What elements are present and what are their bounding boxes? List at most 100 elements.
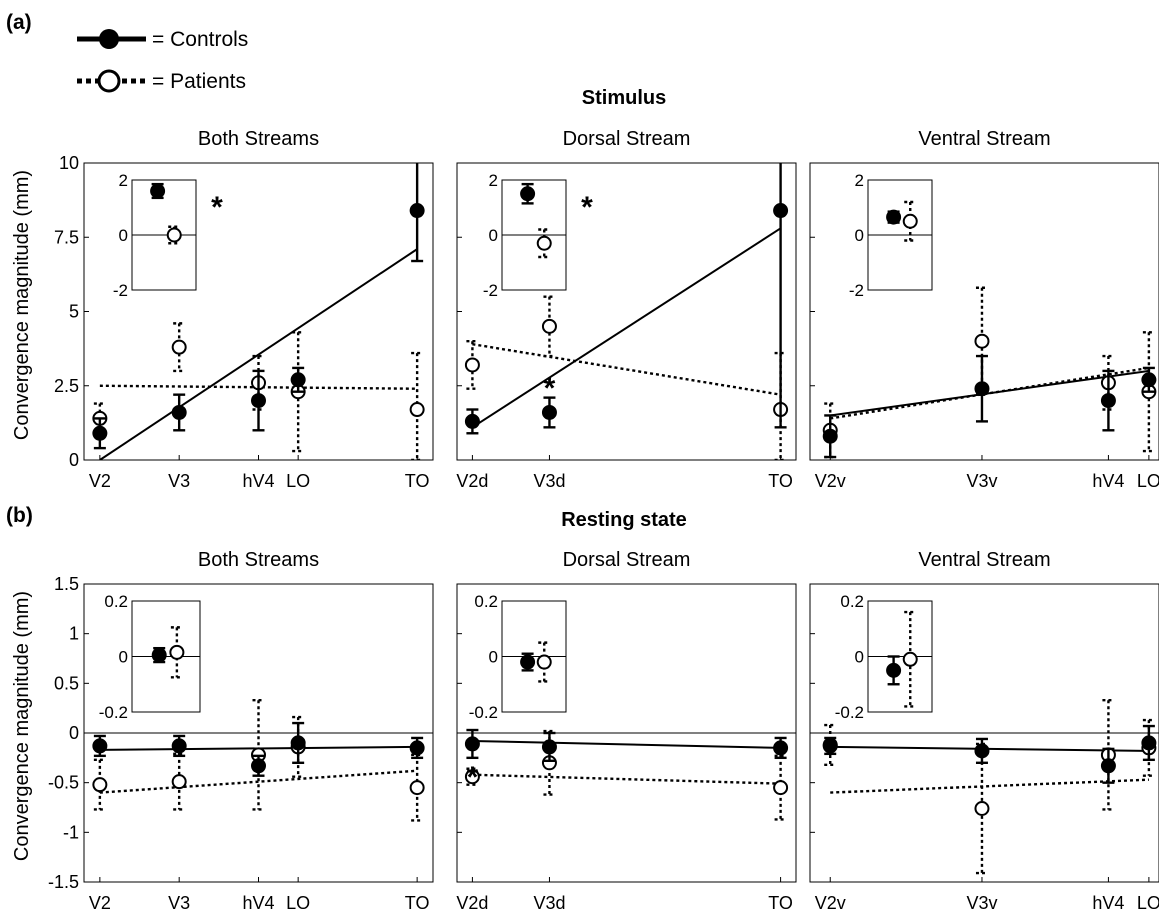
ylabel-b: Convergence magnitude (mm) xyxy=(11,591,33,861)
patients-point-TO xyxy=(409,351,425,460)
inset-a1: -2 0 2 * xyxy=(113,171,223,300)
inset-patients-point xyxy=(902,610,918,708)
y-tick-label: -1 xyxy=(63,822,79,842)
controls-point-LO-point xyxy=(290,735,306,751)
inset-patients-point-point xyxy=(902,213,918,229)
inset-patients-point xyxy=(902,200,918,242)
inset-a3: -2 0 2 xyxy=(849,171,933,300)
controls-fit-line xyxy=(99,248,418,460)
controls-fit-line xyxy=(830,369,1150,417)
controls-fit-line xyxy=(830,745,1149,752)
x-tick-label: V3v xyxy=(966,471,997,491)
controls-point-TO-point xyxy=(773,203,789,219)
patients-point-V3-point xyxy=(171,774,187,790)
panel-title: Both Streams xyxy=(198,549,319,571)
inset-patients-point xyxy=(536,641,552,683)
inset-b2: -0.2 0 0.2 xyxy=(469,592,567,722)
controls-point-hV4 xyxy=(1100,747,1116,784)
patients-point-V2d-point xyxy=(464,769,480,785)
x-tick-label: V3d xyxy=(533,471,565,491)
chart-a1: Both Streams 0 2.5 5 7.5 10 V2 V3 hV4 LO TO -2 0 2 * xyxy=(54,128,434,491)
plot-content xyxy=(92,163,425,460)
inset-y-tick-label: -0.2 xyxy=(99,703,128,722)
x-tick-label: V2d xyxy=(456,893,488,913)
controls-point-V3-point xyxy=(171,404,187,420)
patients-point-TO xyxy=(409,753,425,822)
patients-point-V2d xyxy=(464,340,480,390)
x-tick-label: V3 xyxy=(168,471,190,491)
inset-patients-point-point xyxy=(536,235,552,251)
inset-controls-point xyxy=(886,209,902,225)
controls-fit-line xyxy=(471,227,782,429)
inset-y-tick-label: -2 xyxy=(113,281,128,300)
significance-asterisk: * xyxy=(467,761,479,794)
section-a-title: Stimulus xyxy=(582,87,666,109)
x-tick-label: LO xyxy=(1137,893,1159,913)
plot-content xyxy=(810,699,1159,875)
x-tick-label: V3 xyxy=(168,893,190,913)
chart-a3: Ventral Stream V2v V3v hV4 LO -2 0 2 xyxy=(809,128,1159,491)
y-tick-label: 0.5 xyxy=(54,673,79,693)
y-tick-label: 0 xyxy=(69,450,79,470)
inset-content xyxy=(520,641,552,683)
inset-y-tick-label: 0.2 xyxy=(104,592,128,611)
patients-point-V3 xyxy=(171,752,187,811)
x-tick-label: V2 xyxy=(89,893,111,913)
patients-fit-line xyxy=(830,778,1149,794)
y-tick-label: -0.5 xyxy=(48,773,79,793)
panel-b-letter: (b) xyxy=(6,504,33,527)
patients-point-V2 xyxy=(92,758,108,811)
inset-controls-point-point xyxy=(150,183,166,199)
x-tick-label: LO xyxy=(286,893,310,913)
patients-point-TO-point xyxy=(409,780,425,796)
chart-b2: Dorsal Stream V2d V3d TO * -0.2 0 0.2 xyxy=(456,549,797,913)
x-tick-label: LO xyxy=(1137,471,1159,491)
plot-content xyxy=(464,163,789,460)
plot-content xyxy=(822,286,1157,459)
controls-point-hV4-point xyxy=(1100,393,1116,409)
inset-significance-asterisk: * xyxy=(581,191,593,224)
patients-point-V3v xyxy=(974,742,990,875)
patients-point-V2d-point xyxy=(464,357,480,373)
panel-title: Ventral Stream xyxy=(918,128,1050,150)
inset-controls-point-point xyxy=(520,654,536,670)
panel-title: Dorsal Stream xyxy=(563,128,691,150)
controls-point-V3 xyxy=(171,734,187,758)
y-tick-label: 7.5 xyxy=(54,227,79,247)
patients-point-TO xyxy=(773,754,789,821)
panel-a-letter: (a) xyxy=(6,11,32,34)
controls-point-V2d-point xyxy=(464,413,480,429)
y-tick-label: -1.5 xyxy=(48,872,79,892)
patients-point-TO-point xyxy=(409,402,425,418)
y-tick-label: 1.5 xyxy=(54,574,79,594)
controls-point-V2d xyxy=(464,728,480,760)
controls-point-hV4 xyxy=(1100,369,1116,432)
controls-point-hV4 xyxy=(251,754,266,777)
chart-b1: Both Streams -1.5 -1 -0.5 0 0.5 1 1.5 V2 V3 hV4 LO T… xyxy=(48,549,434,913)
controls-point-TO-point xyxy=(409,740,425,756)
inset-controls-point-point xyxy=(520,186,536,202)
inset-controls-point xyxy=(150,182,166,200)
inset-y-tick-label: -2 xyxy=(483,281,498,300)
axes-frame xyxy=(809,162,1159,461)
chart-a2: Dorsal Stream V2d V3d TO * -2 0 2 * xyxy=(456,128,797,491)
x-tick-label: V2 xyxy=(89,471,111,491)
x-tick-label: V2v xyxy=(815,471,846,491)
inset-patients-point-point xyxy=(902,651,918,667)
inset-b3: -0.2 0 0.2 xyxy=(835,592,933,722)
controls-point-V3v-point xyxy=(974,743,990,759)
x-tick-label: V3v xyxy=(966,893,997,913)
controls-point-V2v xyxy=(822,736,838,756)
inset-y-tick-label: 2 xyxy=(489,171,498,190)
legend: = Controls = Patients xyxy=(77,28,248,93)
x-tick-label: TO xyxy=(768,471,793,491)
inset-y-tick-label: 0 xyxy=(119,226,128,245)
controls-point-V3v xyxy=(974,354,990,423)
controls-point-V3d xyxy=(541,731,557,763)
patients-point-TO-point xyxy=(773,780,789,796)
inset-y-tick-label: 2 xyxy=(119,171,128,190)
inset-patients-point-point xyxy=(536,654,552,670)
controls-point-V3d-point xyxy=(541,404,557,420)
inset-y-tick-label: 0.2 xyxy=(474,592,498,611)
inset-significance-asterisk: * xyxy=(211,191,223,224)
